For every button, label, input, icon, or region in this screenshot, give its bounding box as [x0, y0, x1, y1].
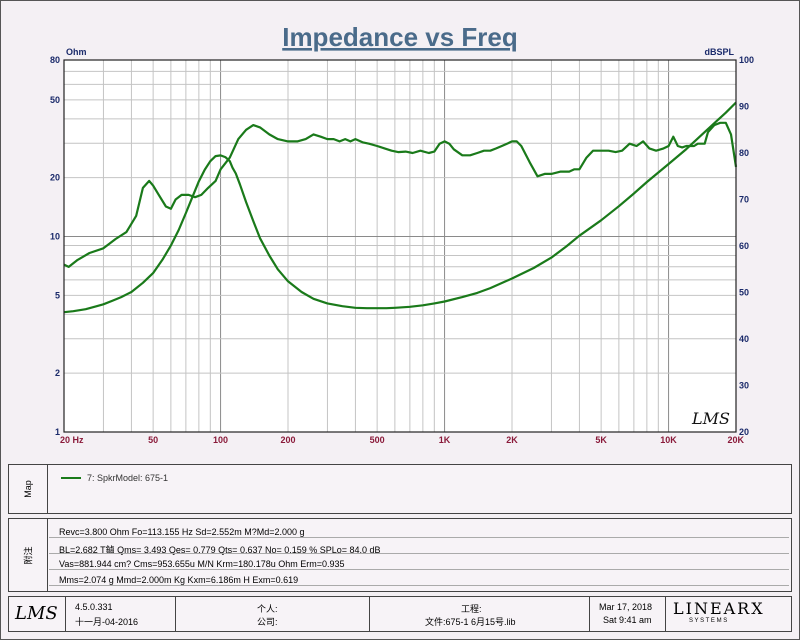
param-line-1: Revc=3.800 Ohm Fo=113.155 Hz Sd=2.552m M…: [59, 527, 305, 537]
plot-border: [63, 59, 737, 433]
lms-logo: LMS: [15, 603, 58, 624]
file-label: 文件:675-1 6月15号.lib: [425, 617, 516, 627]
y-right-tick-label: 70: [739, 195, 749, 205]
footer-panel: LMS 4.5.0.331 十一月-04-2016 个人: 公司: 工程: 文件…: [8, 596, 792, 632]
params-panel: 附注 Revc=3.800 Ohm Fo=113.155 Hz Sd=2.552…: [8, 518, 792, 592]
footer-brand-cell: LINEARX S Y S T E M S: [665, 597, 790, 631]
footer-date-cell: Mar 17, 2018 Sat 9:41 am: [589, 597, 666, 631]
legend-entry-label: 7: SpkrModel: 675-1: [87, 473, 169, 483]
right-unit-label: dBSPL: [704, 47, 734, 57]
series: [63, 101, 738, 314]
y-left-tick-label: 1: [55, 427, 60, 437]
y-left-tick-label: 5: [55, 290, 60, 300]
y-right-tick-label: 40: [739, 334, 749, 344]
legend-entry[interactable]: 7: SpkrModel: 675-1: [61, 473, 168, 483]
rule: [49, 569, 789, 570]
impedance-chart: Impedance vs Freq Ohm dBSPL 20 Hz 50 100 20…: [50, 22, 754, 445]
params-tab-label: 附注: [23, 545, 34, 565]
legend-swatch: [61, 477, 81, 479]
y-left-tick-label: 10: [50, 232, 60, 242]
y-right-tick-label: 60: [739, 241, 749, 251]
footer-logo-cell: LMS: [9, 597, 66, 631]
x-tick-label: 200: [280, 435, 295, 445]
param-line-3: Vas=881.944 cm? Cms=953.655u M/N Krm=180…: [59, 559, 345, 569]
x-tick-label: 500: [370, 435, 385, 445]
left-unit-label: Ohm: [66, 47, 87, 57]
version-text: 4.5.0.331: [75, 602, 113, 612]
person-label: 个人:: [257, 604, 278, 614]
y-right-tick-label: 20: [739, 427, 749, 437]
plot-area: [64, 60, 736, 432]
date-text: Mar 17, 2018: [599, 602, 653, 612]
brand-sub: S Y S T E M S: [689, 618, 728, 624]
project-label: 工程:: [461, 604, 482, 614]
footer-owner-cell: 个人: 公司:: [175, 597, 370, 631]
params-tab: 附注: [9, 519, 48, 591]
rule: [49, 537, 789, 538]
spl-curve: [63, 121, 738, 268]
param-line-2: BL=2.682 T鏀 Qms= 3.493 Qes= 0.779 Qts= 0…: [59, 545, 381, 555]
legend-tab-label: Map: [22, 480, 33, 498]
y-right-tick-label: 100: [739, 55, 754, 65]
build-date-text: 十一月-04-2016: [75, 617, 139, 627]
y-left-tick-label: 2: [55, 368, 60, 378]
x-tick-label: 100: [213, 435, 228, 445]
grid: [63, 59, 737, 433]
x-tick-label: 10K: [660, 435, 677, 445]
y-right-tick-label: 50: [739, 288, 749, 298]
y-left-tick-label: 20: [50, 173, 60, 183]
param-line-4: Mms=2.074 g Mmd=2.000m Kg Kxm=6.186m H E…: [59, 575, 299, 585]
footer-version-cell: 4.5.0.331 十一月-04-2016: [65, 597, 176, 631]
brand-logo: LINEARX: [673, 599, 765, 618]
x-tick-label: 5K: [595, 435, 607, 445]
x-tick-label: 50: [148, 435, 158, 445]
y-left-tick-label: 50: [50, 95, 60, 105]
company-label: 公司:: [257, 617, 278, 627]
y-left-tick-label: 80: [50, 55, 60, 65]
tick-labels: 20 Hz 50 100 200 500 1K 2K 5K 10K 20K 80 50 20 10 5 2 1 1…: [50, 55, 754, 445]
footer-project-cell: 工程: 文件:675-1 6月15号.lib: [369, 597, 590, 631]
x-tick-label: 20K: [727, 435, 744, 445]
x-tick-label: 2K: [506, 435, 518, 445]
lms-watermark: LMS: [691, 409, 730, 428]
legend-tab: Map: [9, 465, 48, 513]
x-tick-label: 20 Hz: [60, 435, 84, 445]
rule: [49, 585, 789, 586]
time-text: Sat 9:41 am: [603, 615, 652, 625]
impedance-curve: [63, 101, 737, 314]
x-tick-label: 1K: [439, 435, 451, 445]
y-right-tick-label: 90: [739, 102, 749, 112]
y-right-tick-label: 80: [739, 148, 749, 158]
legend-panel: Map 7: SpkrModel: 675-1: [8, 464, 792, 514]
rule: [49, 553, 789, 554]
chart-title: Impedance vs Freq: [282, 22, 518, 52]
y-right-tick-label: 30: [739, 381, 749, 391]
